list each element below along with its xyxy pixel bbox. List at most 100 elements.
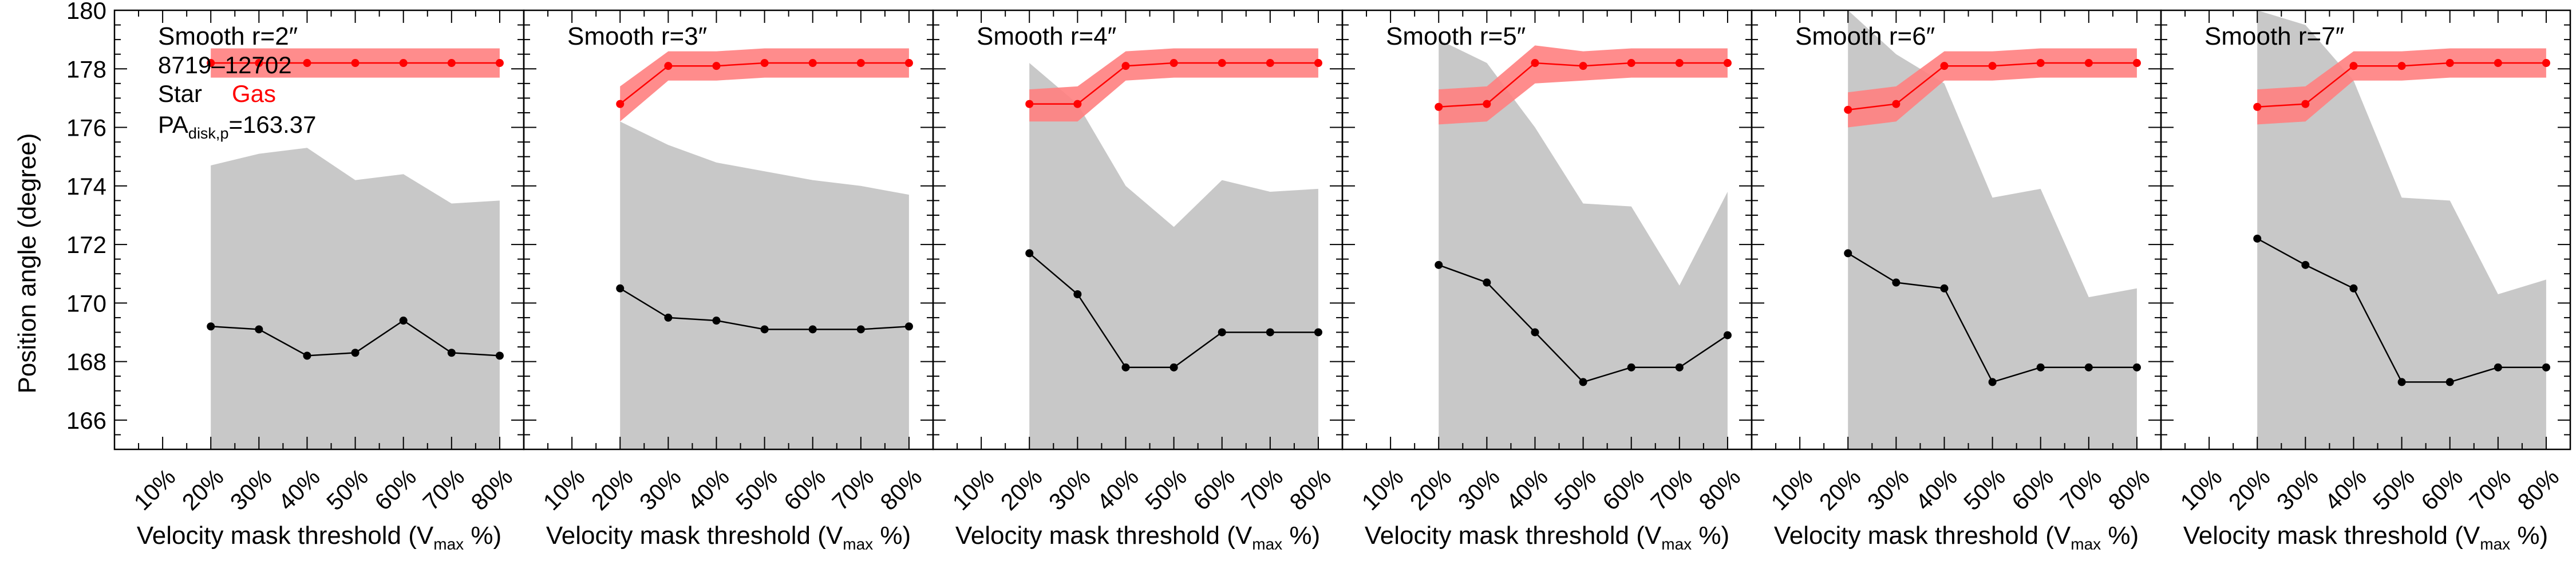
x-tick-label: 10% [2175,464,2227,516]
y-tick-label: 166 [66,407,106,434]
x-tick-label: 50% [730,464,783,516]
star-point [303,351,311,360]
star-point [1483,278,1491,287]
gas-point [856,59,865,68]
star-point [1170,363,1178,372]
plot-area [1435,39,1732,449]
gas-point [904,59,913,68]
gas-point [2036,59,2045,68]
star-point [1723,331,1732,339]
x-tick-label: 30% [2271,464,2324,516]
pa-disk-annotation: PAdisk,p=163.37 [158,111,316,142]
x-tick-label: 30% [634,464,686,516]
x-tick-label: 10% [129,464,181,516]
star-point [1675,363,1684,372]
star-point [616,284,625,293]
gas-point [2253,102,2262,111]
star-point [1988,378,1997,386]
star-point [2494,363,2502,372]
y-tick-label: 178 [66,56,106,82]
x-tick-label: 30% [1044,464,1096,516]
x-tick-label: 60% [369,464,421,516]
plot-area [207,48,504,449]
x-tick-label: 20% [995,464,1048,516]
gas-point [1892,100,1901,108]
x-axis-label: Velocity mask threshold (Vmax %) [1365,522,1729,553]
star-uncertainty-band [1029,63,1318,449]
gas-point [664,62,673,70]
gas-point [303,59,311,68]
x-tick-label: 70% [2055,464,2107,516]
star-uncertainty-band [2257,10,2546,449]
panels: 16616817017217417617818010%20%30%40%50%6… [66,0,2571,553]
x-tick-label: 70% [418,464,470,516]
y-axis-label: Position angle (degree) [13,133,41,394]
y-tick-label: 172 [66,231,106,258]
star-point [1844,249,1852,258]
x-tick-label: 20% [1405,464,1457,516]
panel-title: Smooth r=5″ [1386,22,1526,50]
gas-point [1579,62,1587,70]
gas-point [447,59,456,68]
star-point [1025,249,1034,258]
x-tick-label: 10% [947,464,999,516]
gas-point [1627,59,1635,68]
panel-title: Smooth r=4″ [977,22,1116,50]
x-tick-label: 80% [466,464,518,516]
star-point [2301,260,2310,269]
gas-point [2132,59,2141,68]
gas-point [2397,62,2406,70]
gas-point [1121,62,1130,70]
x-tick-label: 50% [2368,464,2420,516]
star-point [1218,328,1226,337]
gas-point [808,59,817,68]
gas-point [1940,62,1949,70]
x-tick-label: 60% [2006,464,2059,516]
gas-point [1531,59,1539,68]
x-tick-label: 10% [1357,464,1409,516]
x-tick-label: 50% [321,464,373,516]
x-tick-label: 30% [1862,464,1914,516]
panel-3: 10%20%30%40%50%60%70%80% Velocity mask th… [932,9,1344,553]
star-point [2542,363,2550,372]
x-tick-label: 30% [225,464,277,516]
gas-point [351,59,359,68]
star-point [2036,363,2045,372]
x-tick-label: 50% [1958,464,2010,516]
star-uncertainty-band [1848,10,2137,449]
gas-point [1675,59,1684,68]
star-point [1940,284,1949,293]
star-point [1266,328,1274,337]
gas-point [760,59,769,68]
gas-point [1314,59,1322,68]
x-tick-label: 20% [586,464,638,516]
plot-area [616,48,913,449]
x-tick-label: 40% [273,464,325,516]
star-uncertainty-band [620,121,909,449]
gas-point [495,59,504,68]
star-point [2349,284,2358,293]
x-tick-label: 40% [2320,464,2372,516]
star-point [664,313,673,322]
gas-point [399,59,408,68]
galaxy-id: 8719–12702 [158,52,292,78]
x-axis-label: Velocity mask threshold (Vmax %) [955,522,1320,553]
gas-point [1170,59,1178,68]
gas-point [1483,100,1491,108]
gas-point [207,59,215,68]
gas-point [255,59,263,68]
star-point [351,349,359,357]
star-point [1579,378,1587,386]
gas-point [1266,59,1274,68]
x-tick-label: 50% [1140,464,1192,516]
star-point [2253,234,2262,243]
x-tick-label: 70% [1646,464,1698,516]
x-tick-label: 60% [2416,464,2468,516]
legend-gas-label: Gas [232,80,276,107]
gas-point [2445,59,2454,68]
gas-uncertainty-band [1029,48,1318,122]
gas-point [2349,62,2358,70]
x-tick-label: 40% [1910,464,1962,516]
x-tick-label: 80% [2103,464,2155,516]
